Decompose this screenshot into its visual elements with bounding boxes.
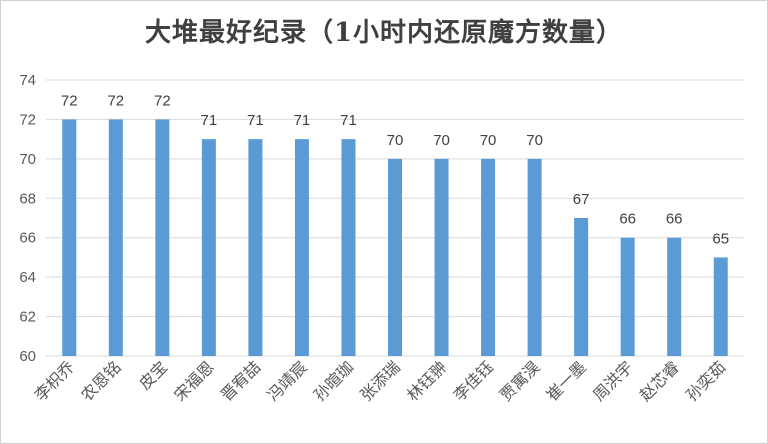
x-tick-label: 农恩铭 (77, 357, 124, 404)
data-label: 70 (526, 132, 543, 149)
data-label: 70 (433, 132, 450, 149)
y-tick-label: 62 (19, 309, 36, 326)
x-tick-label: 周洪宇 (589, 357, 636, 404)
data-label: 70 (480, 132, 497, 149)
bar (155, 119, 170, 356)
bar (108, 119, 123, 356)
data-label: 71 (294, 112, 311, 129)
x-tick-label: 孙暄珈 (310, 357, 357, 404)
x-tick-label: 宋福恩 (170, 357, 217, 404)
bar (620, 237, 635, 356)
bar (481, 158, 496, 356)
x-tick-label: 晋宥喆 (217, 357, 264, 404)
bar (527, 158, 542, 356)
chart-title: 大堆最好纪录（1小时内还原魔方数量） (144, 18, 624, 48)
x-tick-label: 冯靖宸 (263, 357, 310, 404)
y-tick-label: 74 (19, 72, 36, 89)
y-tick-label: 60 (19, 348, 36, 365)
bar (713, 257, 728, 356)
bar (62, 119, 77, 356)
data-label: 70 (387, 132, 404, 149)
data-label: 72 (61, 92, 78, 109)
data-label: 71 (201, 112, 218, 129)
y-tick-label: 70 (19, 151, 36, 168)
x-tick-label: 崔一墨 (543, 357, 590, 404)
data-label: 72 (154, 92, 171, 109)
bar (341, 139, 356, 356)
y-tick-label: 64 (19, 269, 36, 286)
data-label: 66 (619, 211, 636, 228)
y-tick-label: 66 (19, 230, 36, 247)
y-tick-label: 72 (19, 111, 36, 128)
y-tick-label: 68 (19, 190, 36, 207)
x-tick-label: 赵芯睿 (636, 357, 683, 404)
data-label: 66 (666, 211, 683, 228)
x-tick-label: 孙奕茹 (682, 357, 729, 404)
x-tick-label: 林钰翀 (403, 357, 450, 404)
data-label: 71 (247, 112, 264, 129)
data-label: 71 (340, 112, 357, 129)
bar (388, 158, 402, 356)
x-tick-label: 张添瑞 (356, 357, 403, 404)
data-label: 67 (573, 191, 590, 208)
x-tick-label: 李佳钰 (450, 357, 497, 404)
bar (574, 218, 589, 356)
bar (434, 158, 449, 356)
data-label: 72 (107, 92, 124, 109)
bar (201, 139, 216, 356)
x-tick-label: 李枳乔 (31, 357, 78, 404)
bar (667, 237, 682, 356)
bar (294, 139, 309, 356)
x-tick-label: 贾寓淏 (496, 357, 543, 404)
bar (248, 139, 263, 356)
data-label: 65 (712, 230, 729, 247)
x-tick-label: 皮宝 (135, 357, 171, 393)
